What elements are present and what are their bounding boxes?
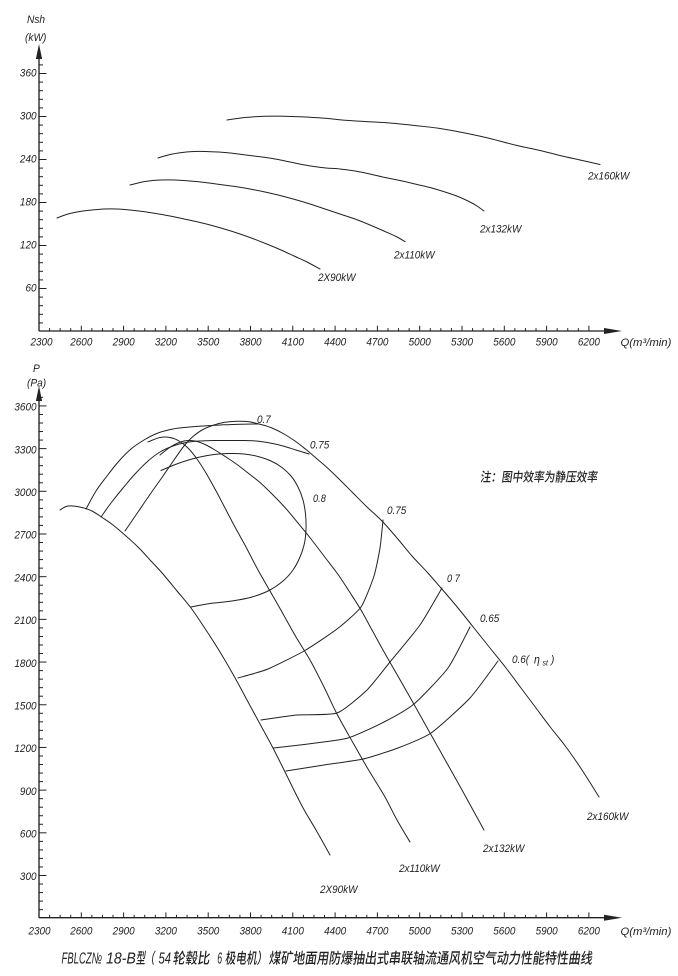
svg-text:60: 60: [25, 282, 36, 295]
svg-text:6200: 6200: [578, 336, 600, 349]
svg-text:3800: 3800: [239, 925, 261, 938]
svg-text:3500: 3500: [197, 925, 219, 938]
svg-text:5300: 5300: [451, 925, 473, 938]
svg-text:Nsh: Nsh: [27, 14, 45, 27]
svg-text:2700: 2700: [13, 529, 36, 542]
svg-text:2600: 2600: [69, 925, 92, 938]
svg-text:300: 300: [20, 110, 37, 123]
svg-text:(kW): (kW): [25, 32, 46, 45]
svg-text:300: 300: [20, 871, 37, 884]
svg-text:2X90kW: 2X90kW: [319, 883, 358, 896]
svg-text:5900: 5900: [536, 925, 558, 938]
svg-text:1500: 1500: [14, 700, 36, 713]
svg-text:1200: 1200: [14, 743, 36, 756]
svg-text:2300: 2300: [30, 336, 53, 349]
svg-text:4400: 4400: [324, 336, 346, 349]
svg-text:1800: 1800: [14, 657, 36, 670]
svg-text:2900: 2900: [112, 925, 135, 938]
svg-text:4700: 4700: [366, 925, 388, 938]
svg-text:240: 240: [19, 153, 37, 166]
svg-text:3200: 3200: [155, 336, 177, 349]
svg-text:5900: 5900: [536, 336, 558, 349]
svg-text:4400: 4400: [324, 925, 346, 938]
svg-text:2x132kW: 2x132kW: [479, 223, 522, 236]
svg-text:2600: 2600: [69, 336, 92, 349]
svg-text:2400: 2400: [13, 572, 36, 585]
svg-text:3500: 3500: [197, 336, 219, 349]
svg-text:Q(m³/min): Q(m³/min): [621, 926, 672, 938]
svg-text:4100: 4100: [282, 336, 304, 349]
svg-text:2100: 2100: [13, 615, 36, 628]
svg-text:3000: 3000: [14, 486, 36, 499]
svg-text:0.7: 0.7: [257, 413, 272, 426]
svg-text:3300: 3300: [14, 444, 36, 457]
svg-text:0.75: 0.75: [310, 439, 329, 452]
svg-text:5300: 5300: [451, 336, 473, 349]
svg-text:600: 600: [20, 828, 37, 841]
svg-text:0.8: 0.8: [313, 493, 326, 505]
svg-text:2x160kW: 2x160kW: [586, 810, 629, 823]
svg-text:0.6(: 0.6(: [512, 653, 530, 666]
svg-text:2300: 2300: [28, 925, 51, 938]
svg-text:5000: 5000: [409, 925, 431, 938]
svg-text:2X90kW: 2X90kW: [317, 271, 356, 284]
svg-text:3200: 3200: [155, 925, 177, 938]
svg-text:2900: 2900: [112, 336, 135, 349]
svg-text:180: 180: [20, 196, 37, 209]
svg-text:120: 120: [20, 239, 37, 252]
svg-text:η: η: [534, 654, 540, 667]
svg-text:4700: 4700: [366, 336, 388, 349]
svg-text:5600: 5600: [493, 336, 515, 349]
svg-text:3800: 3800: [239, 336, 261, 349]
svg-text:2x110kW: 2x110kW: [393, 249, 435, 262]
svg-text:2x110kW: 2x110kW: [398, 862, 440, 875]
svg-text:2x132kW: 2x132kW: [482, 842, 525, 855]
svg-text:): ): [549, 653, 554, 666]
svg-text:0 7: 0 7: [447, 573, 461, 585]
svg-text:0.65: 0.65: [480, 612, 499, 625]
svg-text:5000: 5000: [409, 336, 431, 349]
svg-text:st: st: [543, 658, 549, 668]
svg-text:Q(m³/min): Q(m³/min): [621, 337, 672, 349]
svg-text:0.75: 0.75: [387, 504, 406, 517]
svg-text:4100: 4100: [282, 925, 304, 938]
svg-text:2x160kW: 2x160kW: [587, 170, 630, 183]
svg-text:360: 360: [20, 67, 37, 80]
svg-text:3600: 3600: [14, 401, 36, 414]
svg-text:P: P: [33, 363, 41, 376]
svg-text:900: 900: [20, 785, 37, 798]
svg-text:(Pa): (Pa): [27, 377, 46, 390]
svg-text:6200: 6200: [578, 925, 600, 938]
svg-text:5600: 5600: [493, 925, 515, 938]
